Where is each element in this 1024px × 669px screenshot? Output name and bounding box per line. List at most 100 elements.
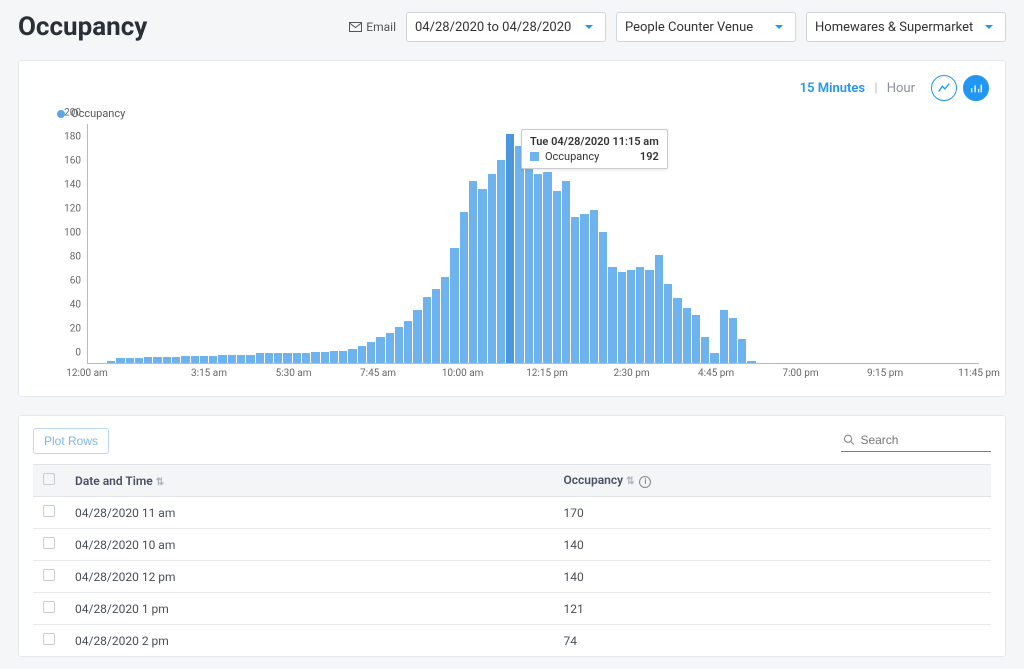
bar[interactable] <box>330 351 338 363</box>
line-chart-button[interactable] <box>931 75 957 101</box>
store-dropdown[interactable]: Homewares & Supermarket <box>806 12 1006 42</box>
granularity-15min[interactable]: 15 Minutes <box>800 81 865 96</box>
bar[interactable] <box>126 358 134 363</box>
bar[interactable] <box>636 267 644 363</box>
table-row[interactable]: 04/28/2020 10 am140 <box>33 529 991 561</box>
table-row[interactable]: 04/28/2020 1 pm121 <box>33 593 991 625</box>
bar[interactable] <box>191 356 199 363</box>
column-header-datetime[interactable]: Date and Time⇅ <box>65 465 553 497</box>
search-input[interactable] <box>860 433 989 447</box>
bar[interactable] <box>478 189 486 363</box>
table-row[interactable]: 04/28/2020 12 pm140 <box>33 561 991 593</box>
bar[interactable] <box>599 232 607 363</box>
bar[interactable] <box>738 339 746 363</box>
bar[interactable] <box>747 361 755 363</box>
bar[interactable] <box>664 284 672 363</box>
info-icon[interactable]: i <box>639 476 651 488</box>
bar[interactable] <box>237 355 245 363</box>
row-checkbox-cell[interactable] <box>33 625 65 657</box>
bar[interactable] <box>302 353 310 363</box>
bar[interactable] <box>701 337 709 363</box>
bar[interactable] <box>265 353 273 363</box>
row-checkbox-cell[interactable] <box>33 497 65 529</box>
bar[interactable] <box>293 353 301 363</box>
bar[interactable] <box>274 353 282 363</box>
bar[interactable] <box>386 333 394 363</box>
bar[interactable] <box>339 351 347 363</box>
bar[interactable] <box>246 355 254 363</box>
bar[interactable] <box>506 134 514 363</box>
bar[interactable] <box>395 327 403 363</box>
bar[interactable] <box>283 353 291 363</box>
granularity-hour[interactable]: Hour <box>887 81 915 96</box>
bar[interactable] <box>645 270 653 363</box>
bar[interactable] <box>181 356 189 363</box>
row-checkbox-cell[interactable] <box>33 561 65 593</box>
y-tick: 180 <box>64 132 81 143</box>
search-field[interactable] <box>841 431 991 452</box>
email-button[interactable]: Email <box>349 20 396 34</box>
venue-dropdown[interactable]: People Counter Venue <box>616 12 796 42</box>
bar[interactable] <box>683 308 691 363</box>
bar[interactable] <box>163 357 171 363</box>
bar[interactable] <box>228 355 236 363</box>
bar[interactable] <box>488 174 496 363</box>
bar[interactable] <box>153 357 161 363</box>
bar[interactable] <box>404 321 412 363</box>
bar[interactable] <box>729 318 737 363</box>
bar[interactable] <box>218 355 226 363</box>
bar[interactable] <box>321 352 329 363</box>
bar[interactable] <box>358 346 366 363</box>
bar[interactable] <box>256 353 264 363</box>
bar[interactable] <box>116 358 124 363</box>
date-range-dropdown[interactable]: 04/28/2020 to 04/28/2020 <box>406 12 606 42</box>
bar[interactable] <box>460 212 468 363</box>
bar[interactable] <box>209 356 217 363</box>
bar[interactable] <box>553 191 561 363</box>
bar[interactable] <box>580 214 588 363</box>
bar[interactable] <box>367 342 375 364</box>
bar[interactable] <box>135 358 143 363</box>
bar[interactable] <box>608 267 616 363</box>
plot-rows-button[interactable]: Plot Rows <box>33 428 109 454</box>
bar[interactable] <box>655 255 663 363</box>
bar[interactable] <box>107 361 115 363</box>
cell-datetime: 04/28/2020 10 am <box>65 529 553 561</box>
select-all-header[interactable] <box>33 465 65 497</box>
bar[interactable] <box>497 160 505 363</box>
row-checkbox-cell[interactable] <box>33 593 65 625</box>
bar[interactable] <box>525 157 533 363</box>
bar[interactable] <box>423 297 431 363</box>
bar[interactable] <box>627 270 635 363</box>
bar[interactable] <box>720 310 728 363</box>
bar[interactable] <box>673 298 681 363</box>
row-checkbox-cell[interactable] <box>33 529 65 561</box>
bar[interactable] <box>543 172 551 363</box>
bar[interactable] <box>376 337 384 363</box>
table-row[interactable]: 04/28/2020 2 pm74 <box>33 625 991 657</box>
bar[interactable] <box>348 349 356 363</box>
bar[interactable] <box>432 289 440 363</box>
bar[interactable] <box>469 181 477 363</box>
bar[interactable] <box>413 310 421 363</box>
bar[interactable] <box>562 181 570 363</box>
bar[interactable] <box>618 272 626 363</box>
bar[interactable] <box>710 353 718 363</box>
bar-chart-button[interactable] <box>963 75 989 101</box>
chevron-down-icon <box>581 19 597 35</box>
bar[interactable] <box>534 174 542 363</box>
bar[interactable] <box>515 146 523 363</box>
occupancy-chart[interactable]: 020406080100120140160180200 Tue 04/28/20… <box>57 124 979 384</box>
chart-legend: Occupancy <box>57 107 989 120</box>
bar[interactable] <box>450 248 458 363</box>
bar[interactable] <box>200 356 208 363</box>
bar[interactable] <box>571 217 579 363</box>
bar[interactable] <box>311 352 319 363</box>
bar[interactable] <box>144 357 152 363</box>
bar[interactable] <box>692 315 700 363</box>
bar[interactable] <box>590 210 598 363</box>
table-row[interactable]: 04/28/2020 11 am170 <box>33 497 991 529</box>
bar[interactable] <box>172 357 180 363</box>
bar[interactable] <box>441 277 449 363</box>
column-header-occupancy[interactable]: Occupancy⇅ i <box>553 465 991 497</box>
